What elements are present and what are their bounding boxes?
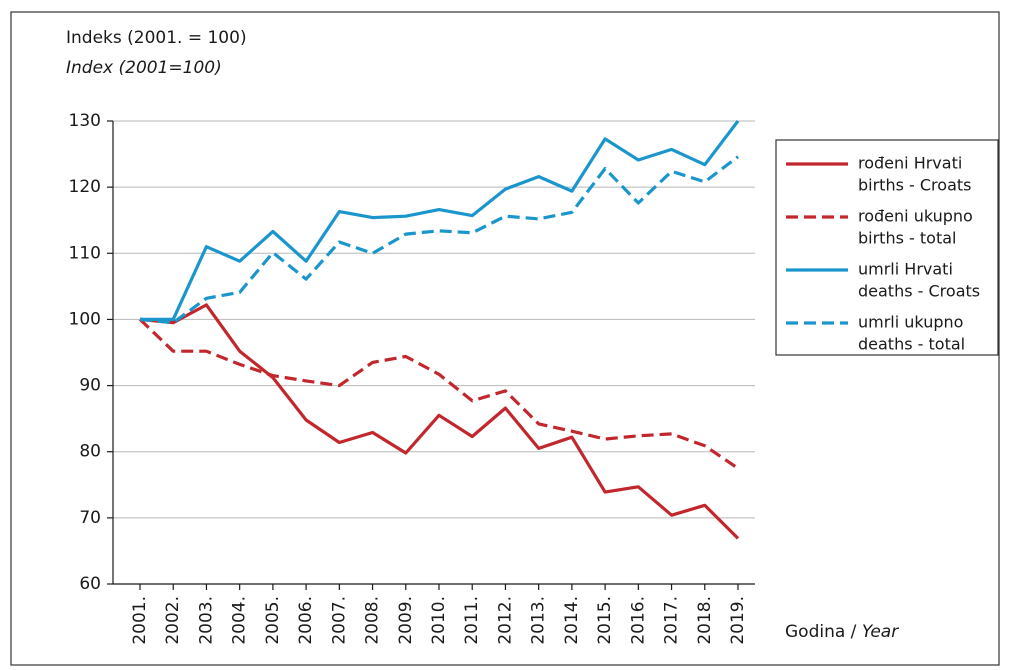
x-tick-label: 2002. [163, 596, 183, 645]
x-tick-label: 2013. [529, 596, 549, 645]
y-tick-label: 60 [79, 574, 101, 594]
legend: rođeni Hrvati births - Croats rođeni ukupn… [775, 139, 999, 356]
x-tick-label: 2006. [296, 596, 316, 645]
x-tick-label: 2014. [562, 596, 582, 645]
x-tick-label: 2015. [595, 596, 615, 645]
legend-box [775, 139, 999, 356]
x-tick-label: 2019. [728, 596, 748, 645]
y-tick-label: 120 [69, 177, 101, 197]
legend-label: births - total [858, 229, 956, 248]
x-tick-label: 2012. [495, 596, 515, 645]
x-tick-label: 2004. [230, 596, 250, 645]
series-line [138, 318, 739, 470]
x-tick-label: 2017. [662, 596, 682, 645]
y-tick-label: 100 [69, 309, 101, 329]
x-tick-label: 2009. [396, 596, 416, 645]
chart-title: Indeks (2001. = 100) [66, 28, 247, 48]
x-tick-label: 2010. [429, 596, 449, 645]
legend-label: umrli ukupno [858, 313, 963, 332]
y-tick-label: 90 [79, 376, 101, 396]
x-tick-label: 2005. [263, 596, 283, 645]
legend-label: births - Croats [858, 176, 971, 195]
y-tick-label: 130 [69, 111, 101, 131]
x-tick-label: 2003. [196, 596, 216, 645]
legend-label: deaths - Croats [858, 282, 980, 301]
x-tick-label: 2016. [628, 596, 648, 645]
legend-label: rođeni ukupno [858, 207, 973, 226]
series-line [140, 120, 740, 321]
frame [10, 11, 1000, 666]
x-tick-label: 2007. [329, 596, 349, 645]
chart-subtitle: Index (2001=100) [66, 58, 222, 78]
series-line [139, 303, 740, 540]
series-line [139, 155, 739, 325]
legend-label: umrli Hrvati [858, 260, 953, 279]
x-axis-label: Godina / [785, 622, 862, 642]
x-tick-label: 2001. [130, 596, 150, 645]
x-tick-label: 2011. [462, 596, 482, 645]
y-tick-label: 70 [79, 508, 101, 528]
legend-label: rođeni Hrvati [858, 154, 962, 173]
x-tick-label: 2008. [363, 596, 383, 645]
legend-label: deaths - total [858, 335, 965, 354]
y-tick-label: 110 [69, 243, 101, 263]
y-tick-label: 80 [79, 442, 101, 462]
x-axis-label: Godina / Year [785, 622, 899, 642]
x-axis-label-italic: Year [862, 622, 899, 642]
x-tick-label: 2018. [695, 596, 715, 645]
